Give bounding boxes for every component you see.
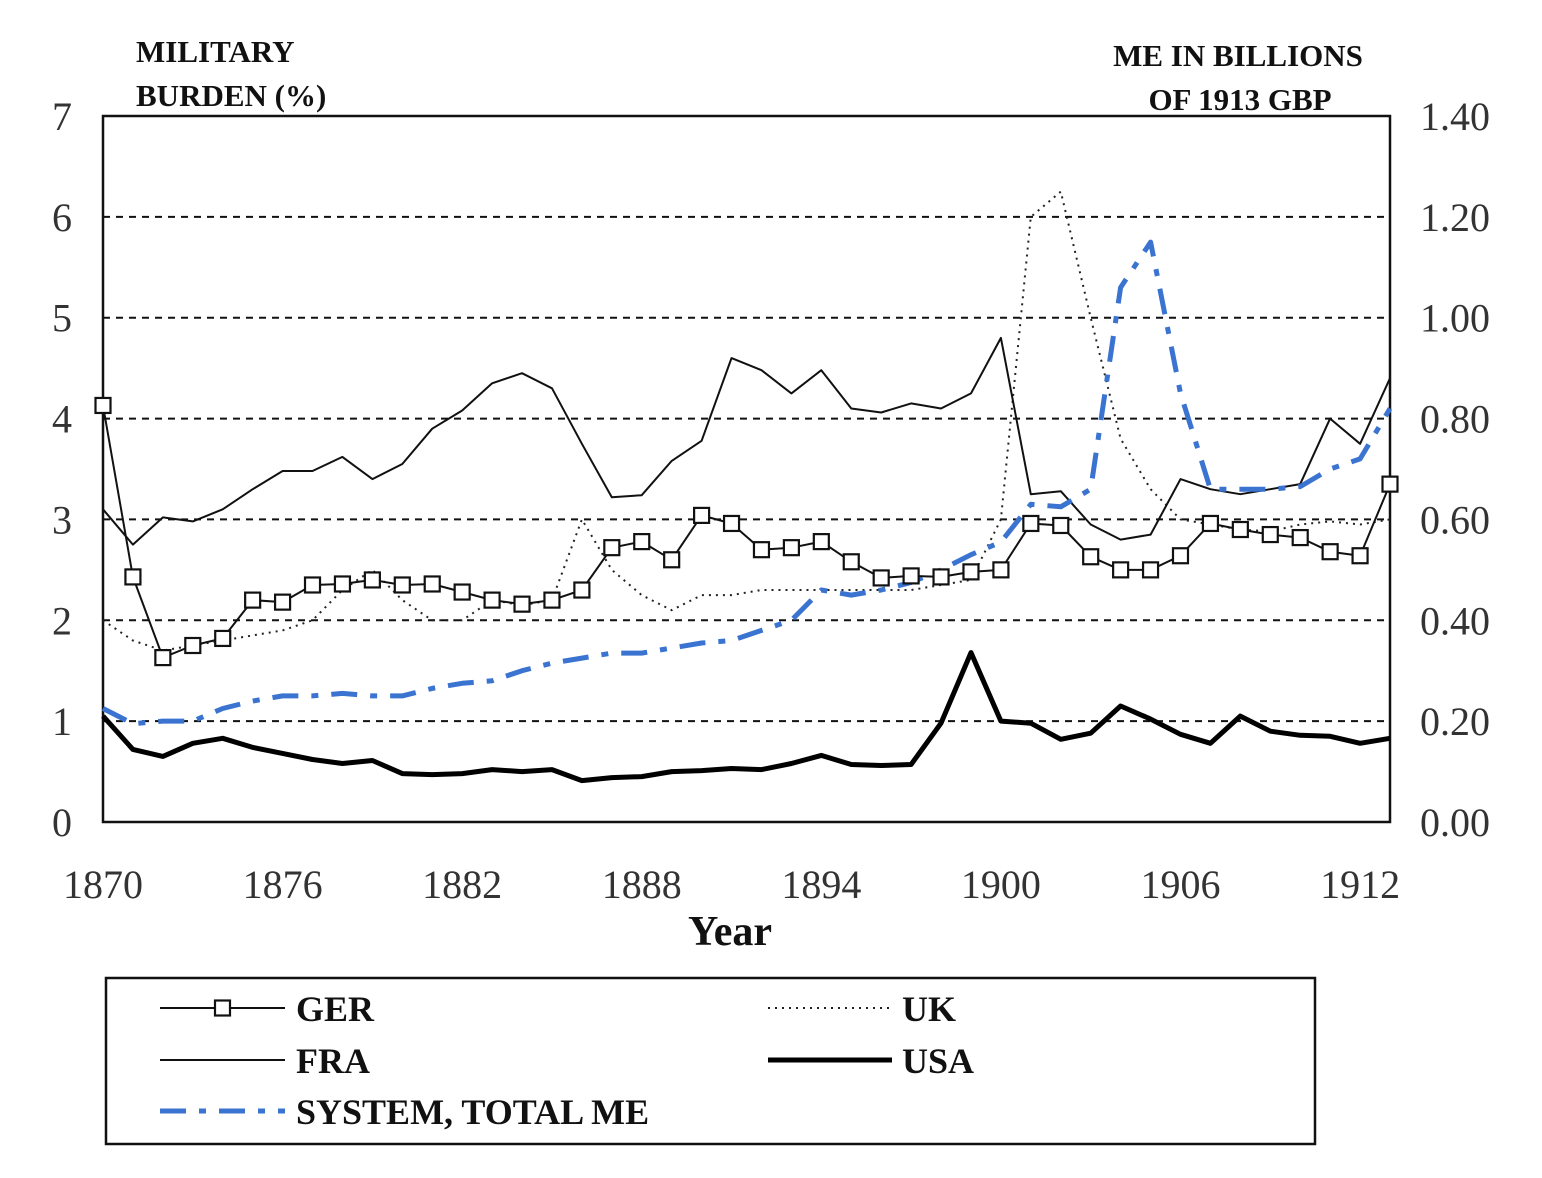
ger-data-point <box>483 591 501 609</box>
legend: GER UK FRA USA SYSTEM, TOTAL ME <box>104 976 1317 1146</box>
data-series <box>94 190 1399 784</box>
ger-data-point <box>1231 520 1249 539</box>
right-tick-label: 0.00 <box>1420 800 1490 845</box>
right-axis-ticks: 0.00 0.20 0.40 0.60 0.80 1.00 1.20 1.40 <box>1420 94 1490 845</box>
ger-data-point <box>782 539 800 557</box>
right-tick-label: 1.20 <box>1420 195 1490 240</box>
right-tick-label: 0.80 <box>1420 397 1490 442</box>
ger-data-point <box>244 591 262 609</box>
left-axis-ticks: 0 1 2 3 4 5 6 7 <box>52 94 72 845</box>
ger-data-point <box>693 506 711 524</box>
legend-label-fra: FRA <box>296 1041 370 1081</box>
ger-data-point <box>1141 561 1160 579</box>
left-axis-title-line1: MILITARY <box>136 34 295 69</box>
x-tick-label: 1870 <box>63 862 143 907</box>
legend-label-ger: GER <box>296 989 375 1029</box>
x-tick-label: 1894 <box>781 862 861 907</box>
ger-data-point <box>932 568 950 586</box>
ger-data-point <box>842 553 860 571</box>
ger-data-point <box>633 533 651 551</box>
series-line-fra <box>102 336 1391 546</box>
right-axis-title-line1: ME IN BILLIONS <box>1113 38 1363 73</box>
legend-label-uk: UK <box>902 989 956 1029</box>
x-tick-label: 1900 <box>961 862 1041 907</box>
legend-box <box>104 976 1317 1146</box>
ger-data-point <box>1201 514 1220 533</box>
ger-data-point <box>303 576 322 594</box>
ger-data-point <box>363 571 381 589</box>
plot-area-frame <box>101 114 1392 824</box>
ger-data-point <box>722 514 741 533</box>
ger-data-point <box>333 575 352 593</box>
x-tick-label: 1912 <box>1320 862 1400 907</box>
x-tick-label: 1888 <box>602 862 682 907</box>
ger-data-point <box>393 576 411 594</box>
left-tick-label: 1 <box>52 699 72 744</box>
left-tick-label: 2 <box>52 598 72 643</box>
ger-data-point <box>1291 528 1309 547</box>
ger-data-point <box>962 563 980 581</box>
x-tick-label: 1882 <box>422 862 502 907</box>
ger-data-point <box>1261 525 1279 544</box>
ger-data-point <box>603 539 621 557</box>
ger-data-point <box>1321 543 1339 561</box>
ger-data-point <box>1052 516 1070 535</box>
ger-data-point <box>273 593 292 611</box>
left-axis-title-line2: BURDEN (%) <box>136 78 326 113</box>
gridlines <box>103 215 1390 723</box>
left-tick-label: 7 <box>52 94 72 139</box>
right-tick-label: 1.00 <box>1420 296 1490 341</box>
x-tick-label: 1906 <box>1140 862 1220 907</box>
ger-data-point <box>663 551 681 569</box>
x-tick-label: 1876 <box>243 862 323 907</box>
legend-items: GER UK FRA USA SYSTEM, TOTAL ME <box>160 989 974 1132</box>
left-tick-label: 0 <box>52 800 72 845</box>
right-tick-label: 0.60 <box>1420 497 1490 542</box>
ger-data-point <box>752 541 771 559</box>
right-axis-title-line2: OF 1913 GBP <box>1148 82 1331 117</box>
ger-data-point <box>184 636 202 655</box>
ger-data-point <box>453 583 471 601</box>
left-tick-label: 3 <box>52 497 72 542</box>
ger-data-point <box>1351 547 1369 565</box>
ger-data-point <box>423 575 441 593</box>
ger-data-point <box>1022 514 1040 533</box>
ger-data-point <box>1381 475 1399 493</box>
series-line-uk <box>102 190 1391 652</box>
ger-data-point <box>94 396 112 415</box>
left-tick-label: 6 <box>52 195 72 240</box>
legend-label-system-total-me: SYSTEM, TOTAL ME <box>296 1092 649 1132</box>
series-line-system-total-me <box>101 239 1393 727</box>
ger-data-point <box>812 533 830 551</box>
ger-data-point <box>124 568 142 586</box>
right-tick-label: 0.20 <box>1420 699 1490 744</box>
ger-data-point <box>872 569 890 587</box>
right-tick-label: 1.40 <box>1420 94 1490 139</box>
ger-data-point <box>992 561 1010 579</box>
ger-data-point <box>214 629 232 648</box>
left-tick-label: 5 <box>52 296 72 341</box>
right-tick-label: 0.40 <box>1420 598 1490 643</box>
ger-data-point <box>1082 548 1100 566</box>
left-tick-label: 4 <box>52 397 72 442</box>
ger-data-point <box>1112 561 1130 579</box>
ger-data-point <box>573 581 591 599</box>
ger-data-point <box>543 591 561 609</box>
legend-label-usa: USA <box>902 1041 974 1081</box>
x-axis-ticks: 1870 1876 1882 1888 1894 1900 1906 1912 <box>63 862 1400 907</box>
x-axis-title: Year <box>688 909 772 955</box>
ger-data-point <box>1171 547 1190 565</box>
ger-data-point <box>902 567 920 585</box>
ger-data-point <box>154 649 172 667</box>
legend-marker-ger <box>213 999 232 1017</box>
ger-data-point <box>513 595 531 613</box>
series-line-usa <box>101 650 1391 784</box>
